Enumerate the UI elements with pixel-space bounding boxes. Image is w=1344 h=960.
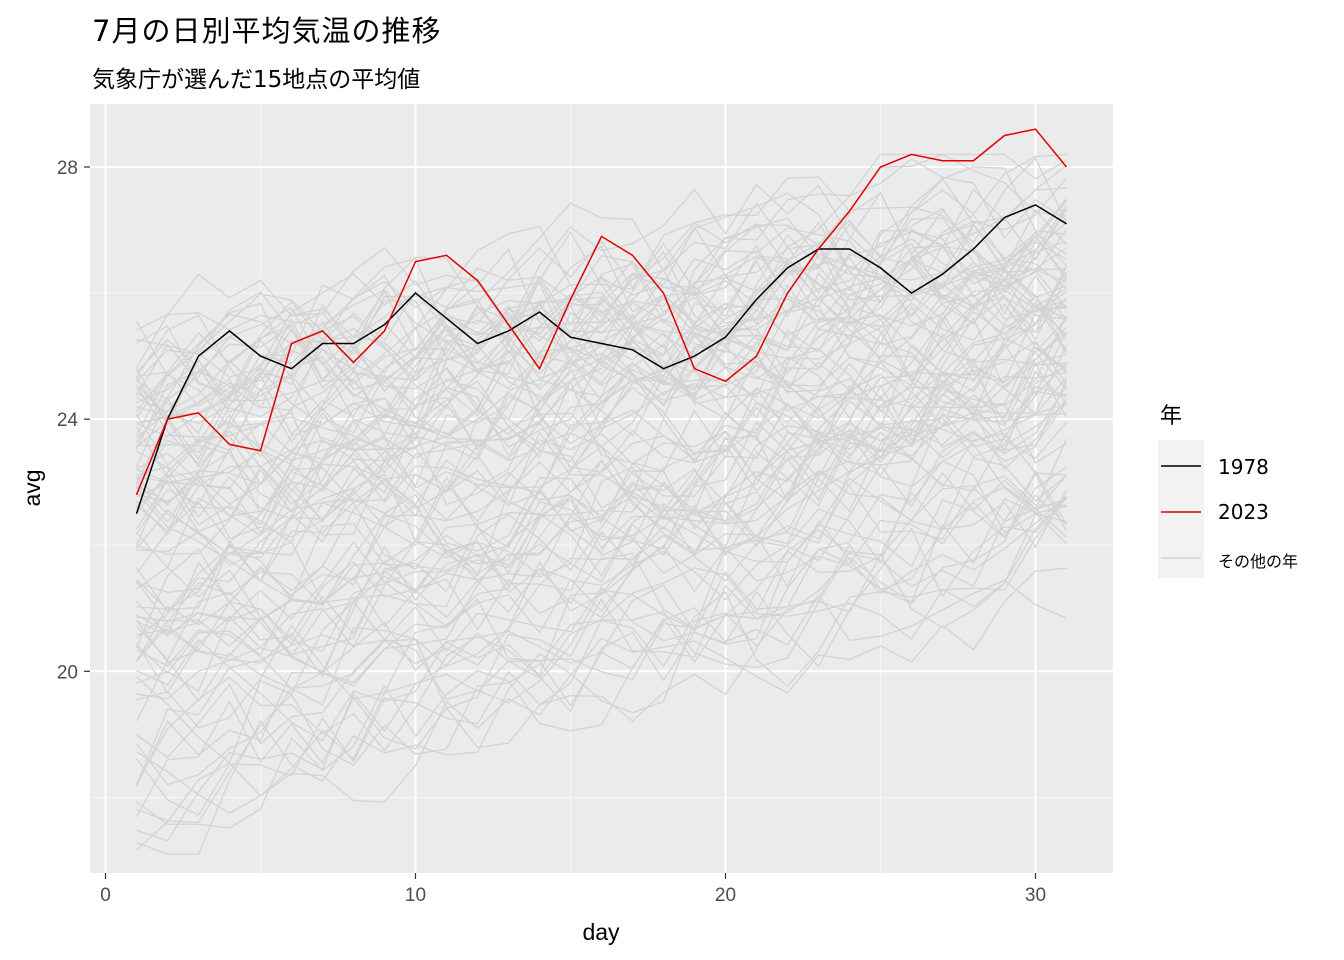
other-year-line [136,279,1067,544]
legend-title: 年 [1160,404,1183,429]
other-year-line [135,221,1067,468]
x-axis-title: day [582,919,620,945]
other-year-line [136,489,1068,855]
other-year-line [135,200,1068,429]
other-year-line [135,497,1067,818]
other-year-line [136,241,1067,378]
y-tick-label: 20 [57,662,78,683]
other-year-line [136,362,1068,611]
other-year-line [135,331,1067,613]
other-year-line [135,294,1068,515]
x-tick-label: 20 [715,885,736,906]
other-year-line [135,315,1068,535]
other-year-line [135,274,1068,546]
other-year-line [136,316,1067,536]
other-year-line [136,579,1067,829]
other-year-line [135,413,1067,694]
other-year-line [136,353,1067,547]
other-year-line [136,316,1067,534]
other-year-line [136,361,1067,674]
other-year-line [136,357,1067,656]
other-year-line [136,166,1067,413]
x-tick-label: 30 [1025,885,1046,906]
other-year-line [136,238,1067,417]
other-year-line [136,469,1068,686]
y-tick-label: 28 [57,158,78,179]
other-year-line [135,227,1067,466]
other-year-line [135,466,1067,787]
other-year-line [136,198,1068,490]
other-year-line [135,438,1068,664]
other-year-line [135,365,1067,624]
other-year-line [135,495,1067,784]
other-year-line [136,495,1067,700]
other-year-line [135,302,1067,486]
legend-key-background [1158,440,1204,578]
x-tick-label: 0 [100,885,111,906]
other-year-line [136,473,1068,759]
other-year-line [136,370,1067,636]
other-year-line [136,496,1068,814]
other-year-line [135,268,1068,490]
highlight-series-lines [135,128,1068,514]
y-tick-label: 24 [57,410,79,431]
other-year-line [136,385,1068,673]
other-year-line [136,318,1068,555]
series-line-2023 [135,128,1068,496]
chart-subtitle: 気象庁が選んだ15地点の平均値 [92,67,421,93]
y-axis: 20 24 28 [57,158,90,683]
other-year-line [136,337,1067,569]
series-line-1978 [135,204,1067,514]
x-axis: 0 10 20 30 [100,873,1046,906]
other-year-line [135,247,1067,426]
other-year-line [136,192,1068,417]
legend-label-1978: 1978 [1218,455,1269,479]
other-year-line [135,220,1068,411]
other-year-line [136,402,1067,678]
other-year-line [136,207,1068,448]
other-year-line [135,261,1067,484]
other-year-line [135,470,1067,662]
other-year-line [136,191,1067,424]
y-axis-title: avg [19,469,45,506]
legend-label-2023: 2023 [1218,500,1269,524]
other-year-line [136,207,1067,435]
other-year-line [136,331,1067,509]
other-year-line [135,291,1067,574]
other-year-line [135,486,1067,817]
other-year-line [136,386,1067,611]
other-year-line [136,297,1067,520]
other-year-line [136,567,1067,851]
other-year-line [135,235,1068,439]
other-year-line [135,275,1068,479]
other-year-line [136,346,1067,583]
other-year-line [135,459,1067,786]
other-year-line [136,431,1067,693]
chart-title: 7月の日別平均気温の推移 [92,14,442,48]
legend-keys [1158,440,1204,578]
other-years-lines [135,153,1068,855]
legend-label-other-years: その他の年 [1218,552,1299,571]
other-year-line [136,253,1067,414]
other-year-line [136,240,1067,533]
x-tick-label: 10 [405,885,426,906]
other-year-line [136,258,1068,512]
other-year-line [135,379,1068,661]
